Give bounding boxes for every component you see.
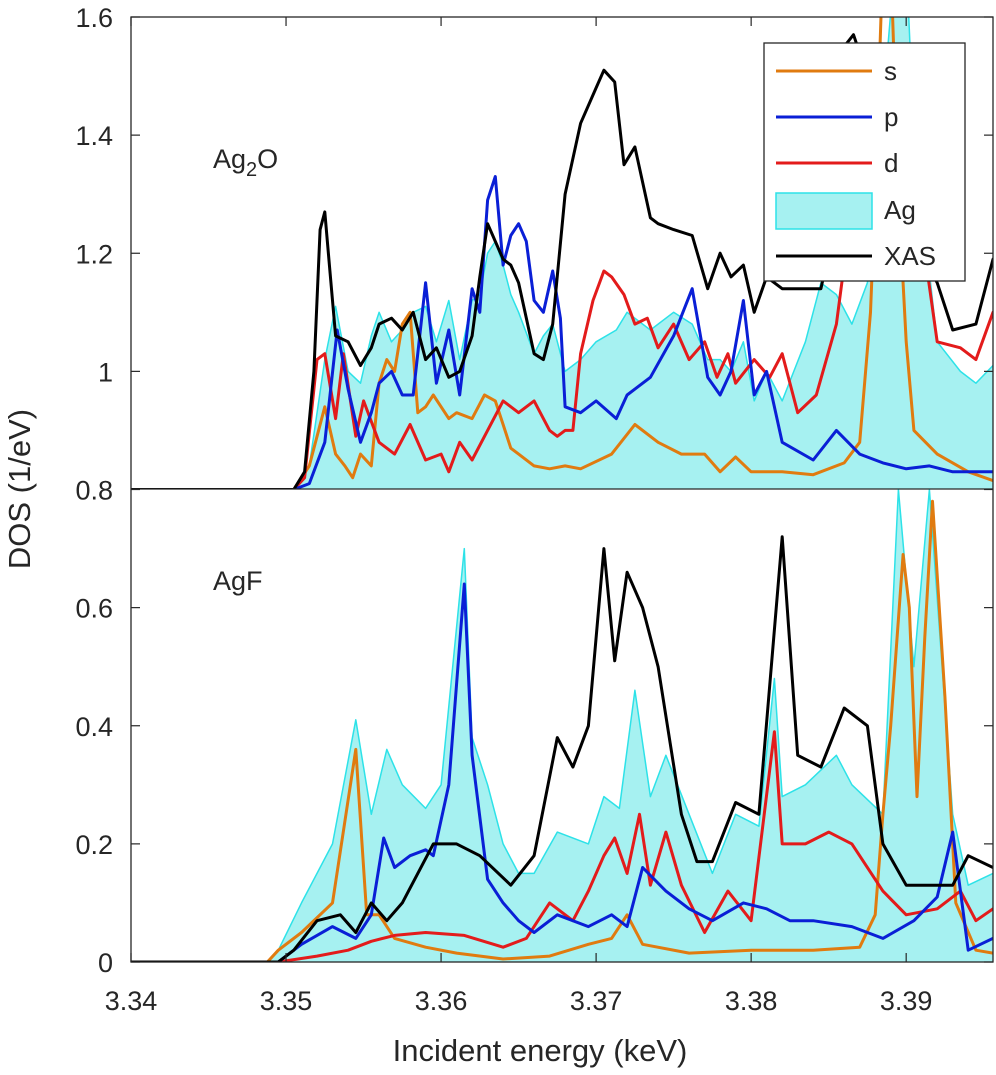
y-tick-label: 0.8 bbox=[75, 476, 113, 506]
agf-ag-area bbox=[131, 489, 993, 962]
agf-xas-line bbox=[131, 535, 993, 962]
agf-d-line bbox=[131, 730, 993, 962]
y-tick-label: 0.2 bbox=[75, 830, 113, 860]
ag2o-ag-area bbox=[294, 17, 993, 489]
legend-label-s: s bbox=[884, 56, 897, 86]
panel-label-ag2o: Ag2O bbox=[213, 144, 278, 181]
agf-panel-series bbox=[131, 489, 993, 962]
x-tick-label: 3.39 bbox=[880, 986, 933, 1016]
legend-label-ag: Ag bbox=[884, 195, 916, 225]
x-tick-label: 3.36 bbox=[415, 986, 468, 1016]
y-tick-label: 0.4 bbox=[75, 712, 113, 742]
y-tick-label: 1.4 bbox=[75, 121, 113, 151]
y-axis-title: DOS (1/eV) bbox=[2, 409, 37, 569]
x-tick-label: 3.34 bbox=[105, 986, 158, 1016]
legend-swatch-ag bbox=[775, 192, 873, 230]
legend-label-xas: XAS bbox=[884, 241, 936, 271]
x-tick-label: 3.37 bbox=[570, 986, 623, 1016]
x-tick-label: 3.38 bbox=[725, 986, 778, 1016]
x-tick-label: 3.35 bbox=[260, 986, 313, 1016]
y-tick-label: 1.6 bbox=[75, 3, 113, 33]
y-tick-label: 0 bbox=[98, 948, 113, 978]
legend-label-p: p bbox=[884, 102, 898, 132]
agf-p-line bbox=[131, 582, 993, 962]
agf-ag-line bbox=[131, 489, 993, 962]
x-axis-title: Incident energy (keV) bbox=[393, 1033, 688, 1068]
ag2o-d-line bbox=[131, 45, 993, 489]
y-tick-label: 1 bbox=[98, 357, 113, 387]
agf-s-line bbox=[131, 499, 993, 962]
axis-ticks: 3.34 3.35 3.36 3.37 3.38 3.39 0 0.2 0.4 0.6 0.8 1 1.… bbox=[75, 3, 993, 1016]
legend: s p d Ag XAS bbox=[763, 42, 966, 282]
ag2o-p-line bbox=[131, 175, 993, 489]
panel-label-agf: AgF bbox=[213, 566, 263, 596]
legend-label-d: d bbox=[884, 148, 898, 178]
y-tick-label: 0.6 bbox=[75, 594, 113, 624]
y-tick-label: 1.2 bbox=[75, 239, 113, 269]
ag2o-ag-line bbox=[131, 17, 993, 489]
